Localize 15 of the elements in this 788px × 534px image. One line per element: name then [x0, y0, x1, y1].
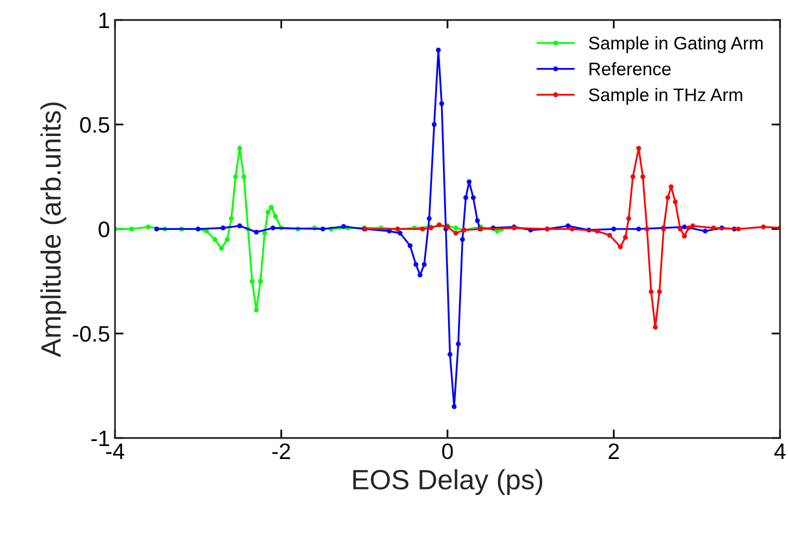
x-tick-label: 2 — [608, 443, 619, 459]
y-tick-label: -0.5 — [72, 326, 110, 342]
x-tick-label: -2 — [272, 443, 290, 459]
x-tick-label: 4 — [774, 444, 786, 459]
y-tick-label: 0.5 — [80, 117, 110, 133]
y-tick-label: 1 — [99, 12, 110, 28]
legend-label: Reference — [590, 62, 671, 76]
legend-label: Sample in THz Arm — [588, 88, 742, 105]
y-tick-label: -1 — [91, 430, 110, 446]
x-tick-label: 0 — [442, 443, 453, 460]
x-tick-label: -4 — [106, 444, 124, 459]
y-axis-title: Amplitude (arb.units) — [40, 102, 66, 358]
y-tick-label: 0 — [98, 222, 110, 238]
legend-label: Sample in Gating Arm — [588, 36, 763, 54]
x-axis-title: EOS Delay (ps) — [353, 469, 542, 496]
